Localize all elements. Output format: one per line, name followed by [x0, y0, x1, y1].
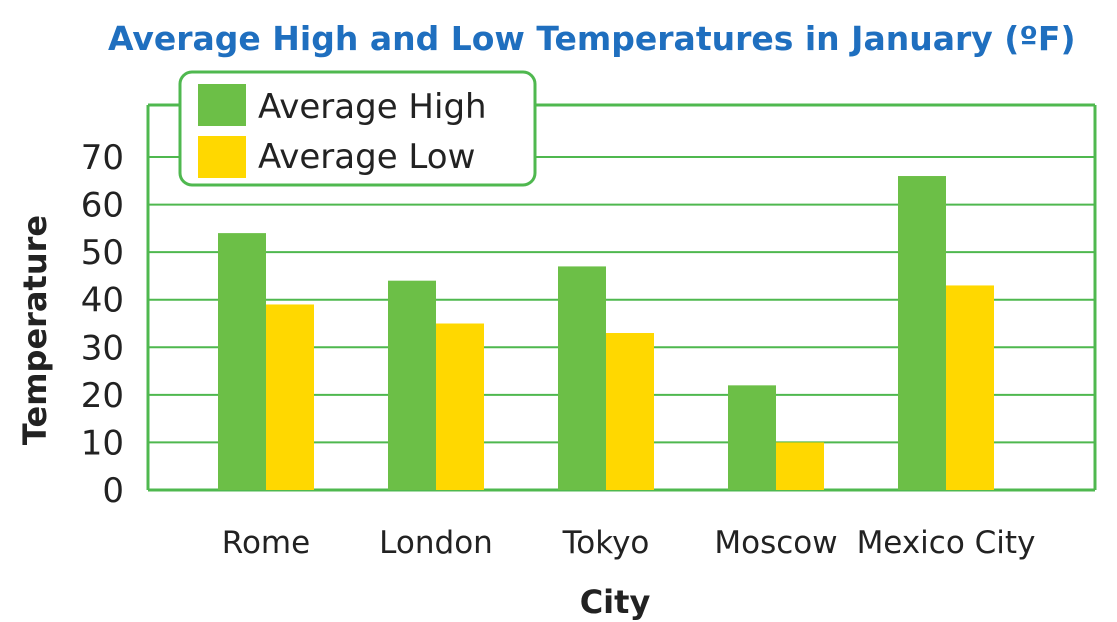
bar-average-high [388, 280, 436, 490]
x-tick-label: Moscow [714, 525, 837, 561]
legend-swatch-average-low [198, 136, 246, 178]
legend-swatch-average-high [198, 84, 246, 126]
bar-average-low [436, 323, 484, 490]
y-tick-label: 30 [81, 328, 124, 368]
x-tick-label: Mexico City [857, 525, 1036, 561]
bar-average-low [776, 442, 824, 490]
x-tick-label: Rome [222, 525, 310, 561]
y-tick-label: 50 [81, 233, 124, 273]
y-tick-label: 10 [81, 423, 124, 463]
y-tick-label: 20 [81, 376, 124, 416]
bar-average-high [898, 176, 946, 490]
bars [218, 176, 994, 490]
legend: Average High Average Low [178, 70, 537, 187]
y-tick-label: 0 [102, 471, 124, 511]
bar-average-low [606, 333, 654, 490]
bar-average-high [218, 233, 266, 490]
x-axis-label: City [580, 583, 651, 621]
y-tick-label: 60 [81, 186, 124, 226]
y-tick-labels: 0 10 20 30 40 50 60 70 [81, 138, 124, 511]
x-tick-label: London [379, 525, 493, 561]
y-tick-label: 40 [81, 281, 124, 321]
y-tick-label: 70 [81, 138, 124, 178]
chart-title: Average High and Low Temperatures in Jan… [108, 19, 1076, 58]
x-tick-label: Tokyo [562, 525, 650, 561]
x-tick-labels: Rome London Tokyo Moscow Mexico City [222, 525, 1036, 561]
bar-average-high [558, 266, 606, 490]
y-axis-label: Temperature [16, 215, 54, 445]
legend-box [178, 70, 537, 187]
bar-average-low [266, 304, 314, 490]
bar-average-low [946, 285, 994, 490]
legend-label-average-low: Average Low [258, 137, 475, 177]
bar-average-high [728, 385, 776, 490]
legend-label-average-high: Average High [258, 87, 487, 127]
